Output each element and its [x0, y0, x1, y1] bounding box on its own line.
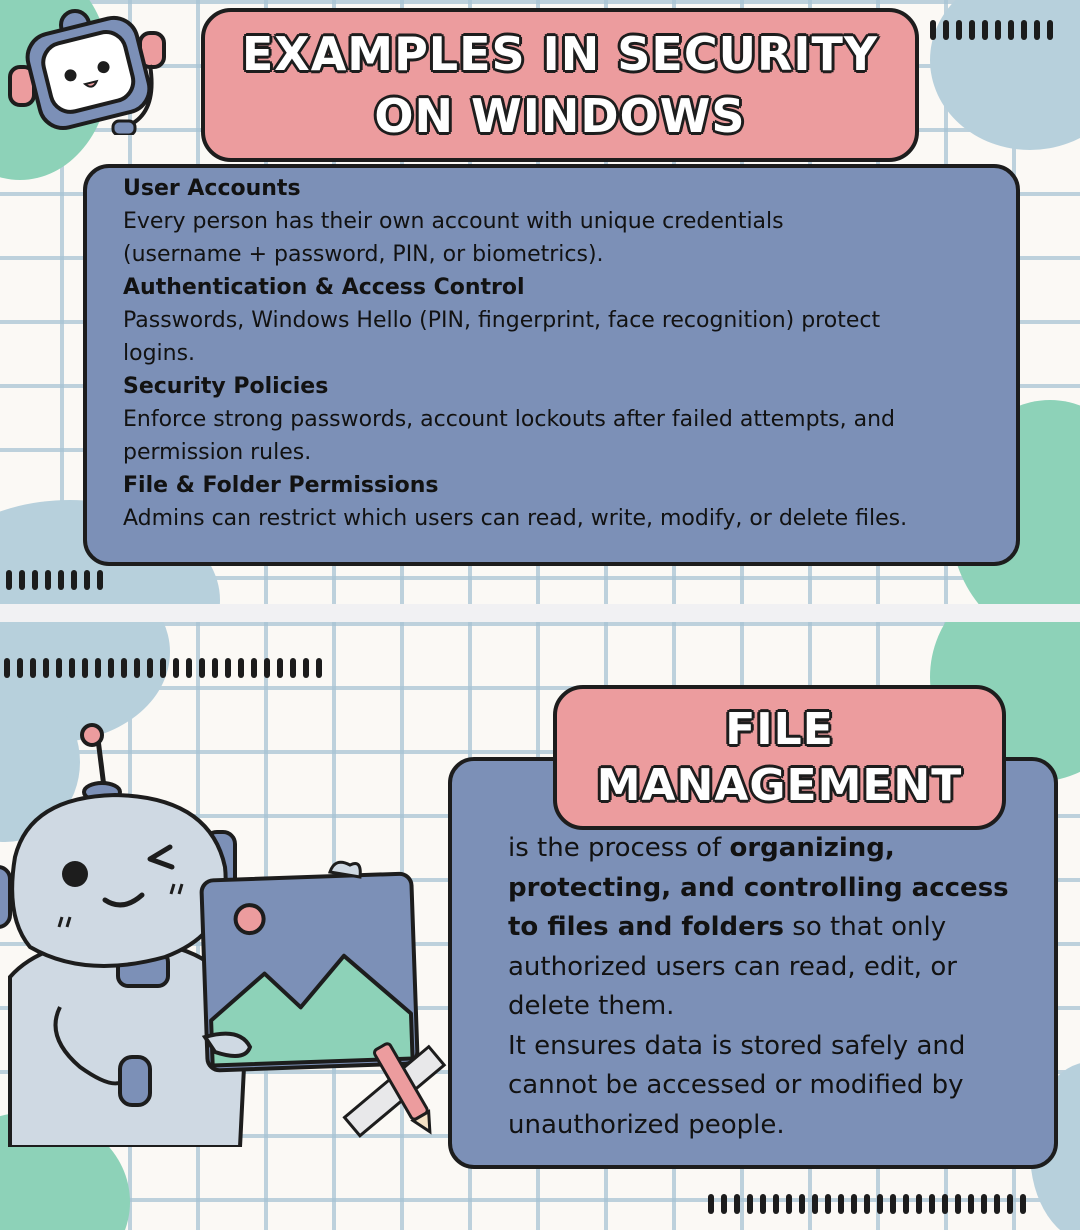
section-body: Every person has their own account with …	[123, 209, 784, 267]
tick-marks-bottom-right	[708, 1194, 1026, 1214]
definition-emphasis: organizing, protecting, and controlling …	[508, 833, 1009, 942]
section-body: Passwords, Windows Hello (PIN, fingerpri…	[123, 308, 881, 366]
slide-title: EXAMPLES IN SECURITY ON WINDOWS	[241, 27, 879, 143]
definition-intro: is the process of	[508, 833, 730, 863]
section-heading: User Accounts	[123, 176, 301, 201]
section-user-accounts: User Accounts Every person has their own…	[123, 172, 996, 271]
tick-marks-top-right	[930, 20, 1053, 40]
slide-title-box: EXAMPLES IN SECURITY ON WINDOWS	[201, 8, 919, 162]
robot-head-icon	[8, 9, 166, 135]
section-security-policies: Security Policies Enforce strong passwor…	[123, 370, 996, 469]
tick-marks-top-left	[4, 658, 322, 678]
slide-file-management: is the process of organizing, protecting…	[0, 622, 1080, 1230]
section-file-permissions: File & Folder Permissions Admins can res…	[123, 469, 996, 535]
file-management-definition: is the process of organizing, protecting…	[508, 829, 1030, 1027]
file-management-title-box: FILE MANAGEMENT	[553, 685, 1006, 830]
section-heading: Security Policies	[123, 374, 329, 399]
section-body: Enforce strong passwords, account lockou…	[123, 407, 895, 465]
section-heading: File & Folder Permissions	[123, 473, 439, 498]
file-management-title: FILE MANAGEMENT	[596, 703, 963, 811]
section-body: Admins can restrict which users can read…	[123, 506, 908, 531]
section-heading: Authentication & Access Control	[123, 275, 525, 300]
file-management-purpose: It ensures data is stored safely and can…	[508, 1030, 966, 1140]
security-content-box: User Accounts Every person has their own…	[83, 164, 1020, 566]
robot-illustration	[0, 723, 447, 1147]
tick-marks-left	[6, 570, 103, 590]
section-authentication: Authentication & Access Control Password…	[123, 271, 996, 370]
slide-security-examples: User Accounts Every person has their own…	[0, 0, 1080, 604]
definition-rest: so that only authorized users can read, …	[508, 912, 957, 1021]
